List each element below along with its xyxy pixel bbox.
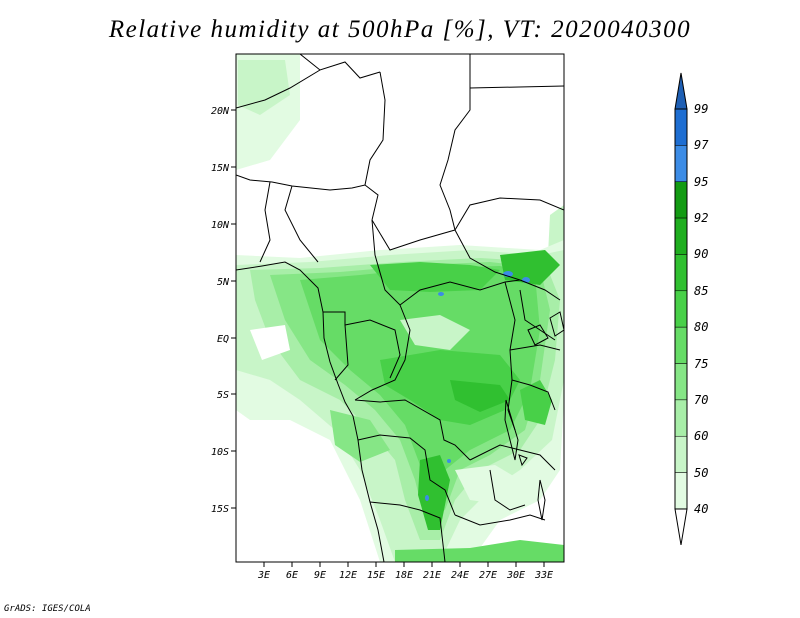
colorbar-label: 75	[694, 357, 708, 371]
colorbar-label: 99	[694, 102, 708, 116]
country-borders	[236, 54, 564, 562]
colorbar: 99 97 95 92 90 85 80 75 70 60 50 40	[674, 72, 709, 546]
lon-label: 9E	[314, 570, 326, 581]
lon-label: 21E	[423, 570, 441, 581]
colorbar-label: 80	[694, 320, 708, 334]
colorbar-label: 97	[694, 138, 709, 152]
lon-label: 6E	[286, 570, 298, 581]
colorbar-segment	[674, 399, 688, 437]
colorbar-outline	[674, 108, 688, 510]
lat-label: 10N	[211, 220, 230, 231]
lon-label: 15E	[367, 570, 385, 581]
lon-label: 30E	[506, 570, 525, 581]
colorbar-label: 40	[694, 502, 708, 516]
lat-label: 20N	[211, 106, 230, 117]
colorbar-label: 95	[694, 175, 708, 189]
grads-credit: GrADS: IGES/COLA	[4, 604, 91, 614]
colorbar-segment	[674, 254, 688, 292]
colorbar-label: 90	[694, 247, 708, 261]
colorbar-labels: 99 97 95 92 90 85 80 75 70 60 50 40	[694, 102, 709, 516]
colorbar-top-arrow	[674, 72, 688, 110]
colorbar-label: 60	[694, 429, 708, 443]
axis-ticks	[231, 109, 545, 567]
colorbar-segment	[674, 181, 688, 219]
colorbar-label: 50	[694, 466, 708, 480]
humidity-field	[236, 54, 564, 562]
lon-label: 33E	[534, 570, 553, 581]
colorbar-label: 85	[694, 284, 708, 298]
lat-label: 10S	[211, 447, 229, 458]
colorbar-segments	[674, 72, 688, 546]
colorbar-segment	[674, 108, 688, 146]
colorbar-bottom-arrow	[674, 508, 688, 546]
lon-label: 18E	[395, 570, 413, 581]
map-frame	[235, 53, 565, 563]
map-title: Relative humidity at 500hPa [%], VT: 202…	[108, 16, 692, 43]
lon-label: 24E	[451, 570, 469, 581]
colorbar-segment	[674, 472, 688, 510]
lat-label: 15S	[211, 504, 229, 515]
longitude-labels: 3E 6E 9E 12E 15E 18E 21E 24E 27E 30E 33E	[257, 570, 553, 581]
colorbar-segment	[674, 290, 688, 328]
colorbar-segment	[674, 435, 688, 473]
lat-label: 5S	[217, 390, 229, 401]
map-panel: 20N 15N 10N 5N EQ 5S 10S 15S 3E 6E 9E 12…	[211, 53, 565, 581]
lat-label: EQ	[217, 334, 229, 345]
lat-label: 5N	[217, 277, 230, 288]
lon-label: 12E	[339, 570, 357, 581]
lon-label: 3E	[257, 570, 270, 581]
colorbar-segment	[674, 326, 688, 364]
colorbar-segment	[674, 363, 688, 401]
colorbar-label: 92	[694, 211, 708, 225]
latitude-labels: 20N 15N 10N 5N EQ 5S 10S 15S	[211, 106, 230, 515]
colorbar-label: 70	[694, 393, 708, 407]
colorbar-segment	[674, 217, 688, 255]
lon-label: 27E	[479, 570, 497, 581]
lat-label: 15N	[211, 163, 230, 174]
colorbar-segment	[674, 145, 688, 182]
